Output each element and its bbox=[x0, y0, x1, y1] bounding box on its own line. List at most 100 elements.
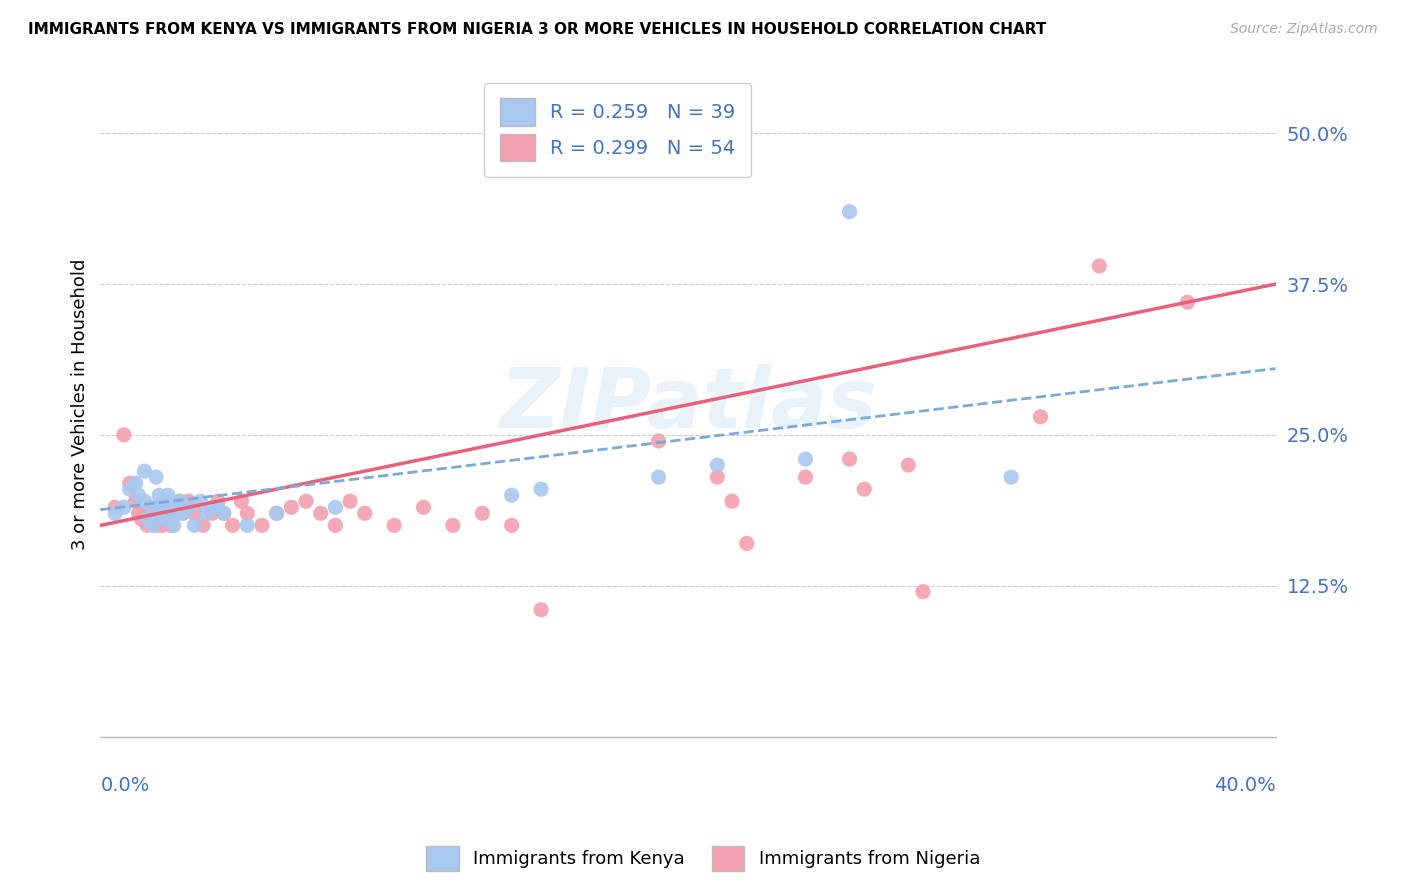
Point bbox=[169, 494, 191, 508]
Point bbox=[794, 470, 817, 484]
Text: 40.0%: 40.0% bbox=[1213, 776, 1275, 796]
Point bbox=[124, 476, 146, 491]
Point bbox=[441, 518, 464, 533]
Point bbox=[160, 506, 183, 520]
Point bbox=[325, 500, 347, 515]
Point bbox=[1088, 259, 1111, 273]
Point bbox=[266, 506, 288, 520]
Point bbox=[201, 500, 224, 515]
Point bbox=[112, 428, 135, 442]
Point bbox=[212, 506, 235, 520]
Point bbox=[838, 204, 860, 219]
Point bbox=[153, 494, 176, 508]
Point bbox=[201, 506, 224, 520]
Point bbox=[124, 494, 146, 508]
Text: Source: ZipAtlas.com: Source: ZipAtlas.com bbox=[1230, 22, 1378, 37]
Point bbox=[412, 500, 434, 515]
Point bbox=[471, 506, 494, 520]
Point bbox=[911, 584, 934, 599]
Point bbox=[353, 506, 375, 520]
Point bbox=[706, 458, 728, 472]
Y-axis label: 3 or more Vehicles in Household: 3 or more Vehicles in Household bbox=[72, 259, 89, 550]
Point bbox=[134, 506, 156, 520]
Point bbox=[153, 512, 176, 526]
Point bbox=[897, 458, 920, 472]
Point bbox=[647, 434, 669, 448]
Point bbox=[142, 518, 165, 533]
Point bbox=[838, 452, 860, 467]
Point bbox=[280, 500, 302, 515]
Point bbox=[172, 506, 194, 520]
Point bbox=[160, 518, 183, 533]
Point bbox=[325, 518, 347, 533]
Point bbox=[134, 494, 156, 508]
Point bbox=[207, 500, 229, 515]
Point bbox=[183, 506, 205, 520]
Point bbox=[169, 494, 191, 508]
Point bbox=[142, 500, 165, 515]
Point bbox=[156, 488, 179, 502]
Point bbox=[145, 518, 167, 533]
Point bbox=[112, 500, 135, 515]
Text: ZIPatlas: ZIPatlas bbox=[499, 364, 877, 445]
Legend: R = 0.259   N = 39, R = 0.299   N = 54: R = 0.259 N = 39, R = 0.299 N = 54 bbox=[484, 83, 751, 177]
Point bbox=[172, 506, 194, 520]
Point bbox=[188, 494, 211, 508]
Point bbox=[794, 452, 817, 467]
Point bbox=[166, 500, 188, 515]
Point bbox=[236, 518, 259, 533]
Point bbox=[1029, 409, 1052, 424]
Point bbox=[250, 518, 273, 533]
Point bbox=[530, 482, 553, 496]
Point bbox=[706, 470, 728, 484]
Point bbox=[236, 506, 259, 520]
Point bbox=[221, 518, 243, 533]
Point bbox=[207, 494, 229, 508]
Point bbox=[150, 500, 173, 515]
Point bbox=[183, 518, 205, 533]
Point bbox=[212, 506, 235, 520]
Point bbox=[136, 512, 159, 526]
Point bbox=[118, 476, 141, 491]
Point bbox=[118, 482, 141, 496]
Point bbox=[139, 500, 162, 515]
Point bbox=[128, 506, 150, 520]
Point bbox=[647, 470, 669, 484]
Point bbox=[193, 518, 215, 533]
Point bbox=[501, 518, 523, 533]
Point bbox=[142, 506, 165, 520]
Point bbox=[1000, 470, 1022, 484]
Point bbox=[145, 470, 167, 484]
Point bbox=[128, 488, 150, 502]
Point bbox=[309, 506, 332, 520]
Point bbox=[150, 518, 173, 533]
Point bbox=[177, 500, 200, 515]
Point bbox=[148, 506, 170, 520]
Point bbox=[231, 494, 253, 508]
Point bbox=[104, 506, 127, 520]
Point bbox=[163, 506, 186, 520]
Point bbox=[136, 518, 159, 533]
Point bbox=[853, 482, 876, 496]
Point bbox=[148, 488, 170, 502]
Point bbox=[1177, 295, 1199, 310]
Point bbox=[148, 506, 170, 520]
Point bbox=[382, 518, 405, 533]
Point bbox=[735, 536, 758, 550]
Legend: Immigrants from Kenya, Immigrants from Nigeria: Immigrants from Kenya, Immigrants from N… bbox=[419, 838, 987, 879]
Point bbox=[104, 500, 127, 515]
Point bbox=[153, 494, 176, 508]
Point bbox=[530, 603, 553, 617]
Point bbox=[501, 488, 523, 502]
Point bbox=[195, 506, 218, 520]
Point bbox=[177, 494, 200, 508]
Point bbox=[295, 494, 318, 508]
Point bbox=[131, 512, 153, 526]
Point bbox=[266, 506, 288, 520]
Point bbox=[163, 518, 186, 533]
Point bbox=[156, 506, 179, 520]
Text: IMMIGRANTS FROM KENYA VS IMMIGRANTS FROM NIGERIA 3 OR MORE VEHICLES IN HOUSEHOLD: IMMIGRANTS FROM KENYA VS IMMIGRANTS FROM… bbox=[28, 22, 1046, 37]
Text: 0.0%: 0.0% bbox=[100, 776, 149, 796]
Point bbox=[721, 494, 744, 508]
Point bbox=[134, 464, 156, 478]
